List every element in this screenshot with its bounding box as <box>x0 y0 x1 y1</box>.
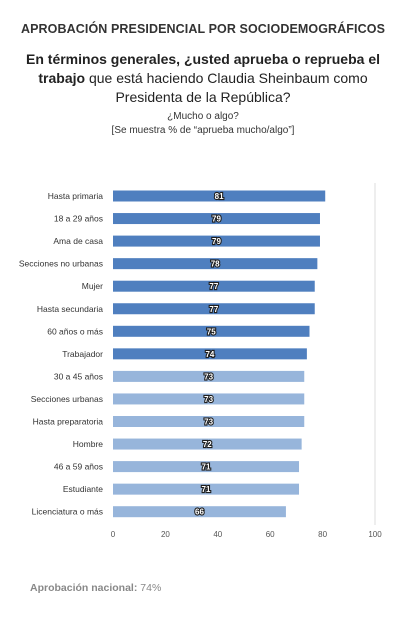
category-label: Secciones no urbanas <box>19 259 103 269</box>
bar-chart: Hasta primaria 81 18 a 29 años 79 Ama de cas… <box>19 183 382 539</box>
question-subtitle: ¿Mucho o algo? <box>167 111 239 122</box>
data-label: 71 <box>202 485 211 494</box>
x-tick-label: 80 <box>318 530 327 539</box>
bar <box>113 213 320 225</box>
bar <box>113 416 305 427</box>
chart-title: APROBACIÓN PRESIDENCIAL POR SOCIODEMOGRÁ… <box>20 22 386 36</box>
category-label: Licenciatura o más <box>32 507 103 517</box>
category-label: Secciones urbanas <box>31 394 103 404</box>
category-label: Estudiante <box>63 484 103 494</box>
category-label: Hasta preparatoria <box>33 417 104 427</box>
data-label: 75 <box>207 327 216 336</box>
category-label: Trabajador <box>62 349 103 359</box>
bar <box>113 461 300 473</box>
data-label: 73 <box>204 372 213 381</box>
data-label: 74 <box>205 350 214 359</box>
bar <box>113 303 315 315</box>
bar <box>113 190 326 202</box>
data-label: 81 <box>215 192 224 201</box>
x-tick-label: 40 <box>213 530 222 539</box>
data-label: 73 <box>204 418 213 427</box>
question-text: En términos generales, ¿usted aprueba o … <box>10 50 396 107</box>
bar <box>113 506 286 518</box>
category-label: Hombre <box>73 439 104 449</box>
bar <box>113 280 315 292</box>
category-label: Mujer <box>82 281 103 291</box>
bar <box>113 438 302 450</box>
data-label: 72 <box>203 440 212 449</box>
data-label: 77 <box>209 305 218 314</box>
category-label: Hasta secundaria <box>37 304 103 314</box>
data-label: 73 <box>204 395 213 404</box>
bar <box>113 483 300 495</box>
category-label: 18 a 29 años <box>54 214 103 224</box>
bar <box>113 325 310 337</box>
x-tick-label: 0 <box>111 530 116 539</box>
data-label: 77 <box>209 282 218 291</box>
category-label: Ama de casa <box>53 236 103 246</box>
data-label: 66 <box>195 508 204 517</box>
category-label: Hasta primaria <box>48 191 104 201</box>
data-label: 71 <box>202 463 211 472</box>
x-tick-label: 20 <box>161 530 170 539</box>
x-tick-label: 100 <box>368 530 382 539</box>
data-label: 79 <box>212 237 221 246</box>
question-bold: En términos generales, ¿usted aprueba o … <box>26 51 380 86</box>
question-rest: que está haciendo Claudia Sheinbaum como… <box>88 70 368 105</box>
national-approval-value: 74% <box>140 582 162 594</box>
bar <box>113 258 318 270</box>
category-label: 46 a 59 años <box>54 462 103 472</box>
bar <box>113 393 305 405</box>
bar <box>113 235 320 247</box>
category-label: 60 años o más <box>47 326 103 336</box>
bar <box>113 370 305 382</box>
x-tick-label: 60 <box>266 530 275 539</box>
national-approval-label: Aprobación nacional: <box>30 582 138 594</box>
category-label: 30 a 45 años <box>54 371 103 381</box>
question-note: [Se muestra % de “aprueba mucho/algo”] <box>111 125 295 136</box>
national-approval: Aprobación nacional: 74% <box>30 582 161 594</box>
data-label: 79 <box>212 215 221 224</box>
data-label: 78 <box>211 260 220 269</box>
bar <box>113 348 307 360</box>
